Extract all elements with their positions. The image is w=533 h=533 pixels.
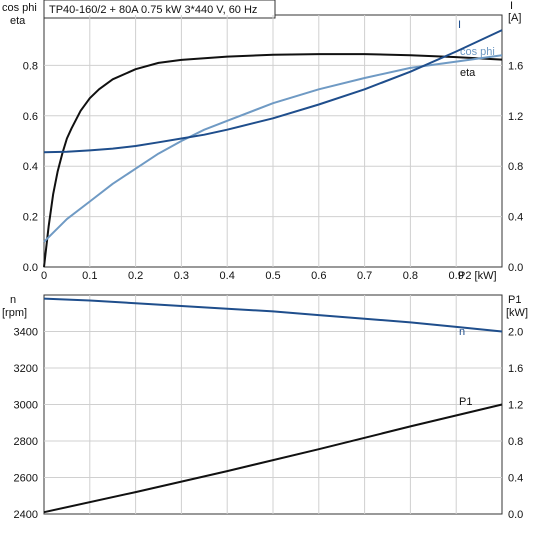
y-right-tick-label: 0.4: [508, 212, 523, 224]
y-left-tick-label: 0.8: [23, 60, 38, 72]
bottom-left-axis-label-2: [rpm]: [2, 307, 27, 319]
top-right-axis-label-2: [A]: [508, 12, 521, 24]
x-tick-label: 0.3: [174, 270, 189, 282]
y-right-tick-label: 0.8: [508, 161, 523, 173]
x-tick-label: 0.9: [449, 270, 464, 282]
x-tick-label: 0.5: [265, 270, 280, 282]
x-tick-label: 0.7: [357, 270, 372, 282]
series-label-P1: P1: [459, 396, 472, 408]
bottom-right-axis-label-2: [kW]: [506, 307, 528, 319]
y-left-tick-label: 2800: [14, 436, 38, 448]
title-box: [43, 0, 276, 19]
y-right-tick-label: 0.4: [508, 473, 523, 485]
series-label-eta: eta: [460, 67, 476, 79]
top-right-axis-label-1: I: [510, 0, 513, 12]
chart-marks: 0.0 0.2 0.4 0.6 0.8 0.0 0.4 0.8 1.2 1.6 0 0.1 0.2 0.3…: [14, 15, 523, 521]
bottom-left-axis-label-1: n: [10, 294, 16, 306]
series-label-n: n: [459, 326, 465, 338]
top-left-axis-label-1: cos phi: [2, 2, 37, 14]
y-left-tick-label: 3400: [14, 327, 38, 339]
y-right-tick-label: 1.2: [508, 111, 523, 123]
y-left-tick-label: 2400: [14, 509, 38, 521]
y-right-tick-label: 1.6: [508, 363, 523, 375]
top-panel: TP40-160/2 + 80A 0.75 kW 3*440 V, 60 Hz …: [2, 0, 521, 282]
x-tick-label: 0.6: [311, 270, 326, 282]
y-right-tick-label: 1.6: [508, 60, 523, 72]
series-line-cos-phi: [43, 54, 503, 243]
y-left-tick-label: 0.6: [23, 111, 38, 123]
y-right-tick-label: 0.0: [508, 509, 523, 521]
chart-title: TP40-160/2 + 80A 0.75 kW 3*440 V, 60 Hz: [49, 4, 257, 16]
series-line-eta: [43, 53, 503, 268]
y-left-tick-label: 0.0: [23, 262, 38, 274]
x-tick-label: 0.8: [403, 270, 418, 282]
y-right-tick-label: 1.2: [508, 400, 523, 412]
bottom-right-axis-label-1: P1: [508, 294, 521, 306]
x-tick-label: 0: [41, 270, 47, 282]
y-right-tick-label: 0.0: [508, 262, 523, 274]
x-axis-label: P2 [kW]: [458, 270, 497, 282]
x-tick-label: 0.4: [220, 270, 235, 282]
series-label-cos-phi: cos phi: [460, 46, 495, 58]
x-tick-label: 0.2: [128, 270, 143, 282]
top-left-axis-label-2: eta: [10, 15, 26, 27]
series-label-I: I: [458, 19, 461, 31]
y-right-tick-label: 2.0: [508, 327, 523, 339]
y-left-tick-label: 0.4: [23, 161, 38, 173]
y-left-tick-label: 3200: [14, 363, 38, 375]
series-line-P1: [43, 403, 503, 514]
series-line-n: [43, 297, 503, 333]
y-left-tick-label: 3000: [14, 400, 38, 412]
series-line-I: [43, 29, 503, 154]
y-right-tick-label: 0.8: [508, 436, 523, 448]
y-left-tick-label: 2600: [14, 473, 38, 485]
y-left-tick-label: 0.2: [23, 212, 38, 224]
x-tick-label: 0.1: [82, 270, 97, 282]
